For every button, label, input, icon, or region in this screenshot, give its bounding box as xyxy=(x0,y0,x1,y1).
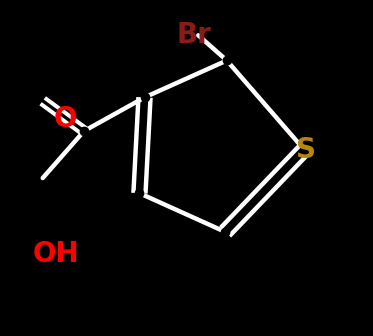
Text: Br: Br xyxy=(176,21,211,49)
Text: OH: OH xyxy=(33,240,79,268)
Text: S: S xyxy=(296,135,316,164)
Text: O: O xyxy=(54,105,77,133)
